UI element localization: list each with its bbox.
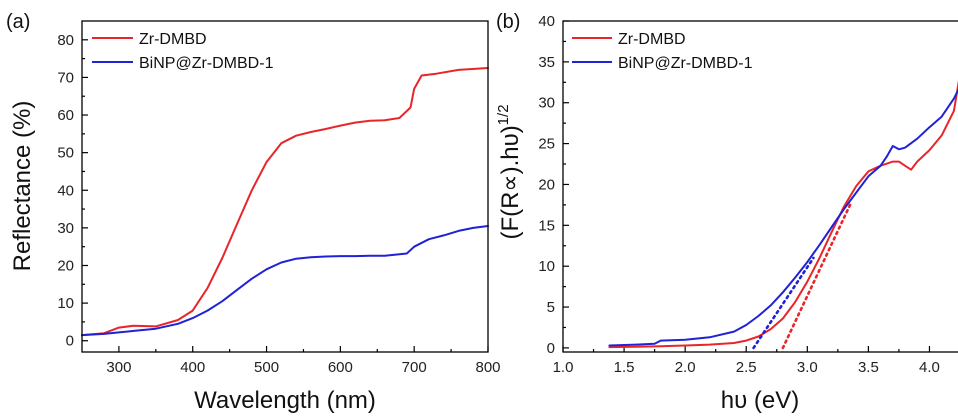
panel-b-legend-label-binp: BiNP@Zr-DMBD-1: [618, 55, 753, 72]
panel-b-frame: [562, 20, 958, 353]
panel-a-axes: 300 400 500 600 700 800 0 10 20 30 40 50 60 70 80: [57, 32, 500, 376]
panel-a-y-tick-label: 20: [57, 257, 74, 274]
panel-b-y-tick-label: 20: [538, 176, 555, 193]
panel-a-y-tick-label: 40: [57, 182, 74, 199]
panel-a-y-tick-label: 10: [57, 295, 74, 312]
panel-b-y-tick-label: 30: [538, 95, 555, 112]
panel-b-y-tick-label: 35: [538, 54, 555, 71]
panel-a-legend-label-zr-dmbd: Zr-DMBD: [139, 31, 207, 48]
panel-a: (a) 300 400 500 600 700 80001020304050607080 …: [6, 11, 501, 414]
panel-b-legend: Zr-DMBD BiNP@Zr-DMBD-1: [572, 31, 753, 72]
panel-b-x-tick-label: 2.0: [675, 359, 696, 376]
panel-b-label: (b): [496, 11, 520, 33]
panel-a-y-tick-label: 80: [57, 32, 74, 49]
panel-b-tauc-fit-line-zr-dmbd: [781, 203, 852, 350]
panel-a-frame: [81, 20, 489, 353]
panel-b-plot-area: [608, 80, 958, 350]
panel-a-legend-label-binp: BiNP@Zr-DMBD-1: [139, 55, 274, 72]
panel-b-y-axis-title: (F(R∝).hυ)1/2: [495, 104, 524, 239]
panel-b-y-tick-label: 5: [547, 299, 555, 316]
panel-b-y-tick-label: 10: [538, 258, 555, 275]
panel-a-x-tick-label: 600: [328, 359, 353, 376]
panel-a-y-tick-label: 50: [57, 145, 74, 162]
panel-b-x-tick-label: 1.0: [553, 359, 574, 376]
panel-a-x-axis-title: Wavelength (nm): [194, 387, 376, 414]
panel-a-x-tick-label: 400: [180, 359, 205, 376]
panel-b-y-axis-title-superscript: 1/2: [495, 104, 512, 125]
panel-a-y-axis-title: Reflectance (%): [9, 101, 36, 272]
panel-b-y-tick-label: 25: [538, 136, 555, 153]
panel-a-x-tick-label: 300: [106, 359, 131, 376]
panel-b-y-axis-title-main: (F(R∝).hυ): [497, 125, 524, 239]
panel-b-y-tick-label: 40: [538, 13, 555, 30]
panel-b-y-tick-label: 15: [538, 217, 555, 234]
panel-a-label: (a): [6, 11, 30, 33]
panel-a-series-line-binp-zr-dmbd-1: [81, 225, 489, 337]
panel-b-x-tick-label: 4.0: [919, 359, 940, 376]
panel-b-series-line-binp-zr-dmbd-1: [608, 88, 958, 347]
panel-b-x-tick-label: 2.5: [736, 359, 757, 376]
panel-a-y-tick-label: 0: [66, 333, 74, 350]
panel-a-y-tick-label: 70: [57, 69, 74, 86]
panel-b-y-tick-label: 0: [547, 340, 555, 357]
panel-b-x-axis-title: hυ (eV): [721, 387, 799, 414]
panel-b-legend-label-zr-dmbd: Zr-DMBD: [618, 31, 686, 48]
panel-a-x-tick-label: 700: [402, 359, 427, 376]
panel-a-y-tick-label: 60: [57, 107, 74, 124]
panel-b-x-tick-label: 3.0: [797, 359, 818, 376]
panel-b-axes: 1.0 1.5 2.0 2.5 3.0 3.5 4.0 0 5 10 15 20 25 30 35 40: [538, 13, 940, 376]
panel-b-tauc-fit-line-binp-zr-dmbd-1: [752, 256, 815, 350]
panel-b-x-tick-label: 3.5: [858, 359, 879, 376]
panel-b-x-tick-label: 1.5: [614, 359, 635, 376]
panel-b-series-line-zr-dmbd: [608, 80, 958, 349]
panel-a-x-tick-label: 800: [475, 359, 500, 376]
panel-a-series-line-zr-dmbd: [81, 67, 489, 337]
panel-a-plot-area: [81, 67, 489, 337]
panel-a-y-tick-label: 30: [57, 220, 74, 237]
panel-a-legend: Zr-DMBD BiNP@Zr-DMBD-1: [92, 31, 274, 72]
panel-b: (b) 1.0 1.5 2.0 2.5 3.0 3.5 4.0 0 5 10 15 20 25 30 35 4…: [495, 11, 958, 414]
panel-a-x-tick-label: 500: [254, 359, 279, 376]
